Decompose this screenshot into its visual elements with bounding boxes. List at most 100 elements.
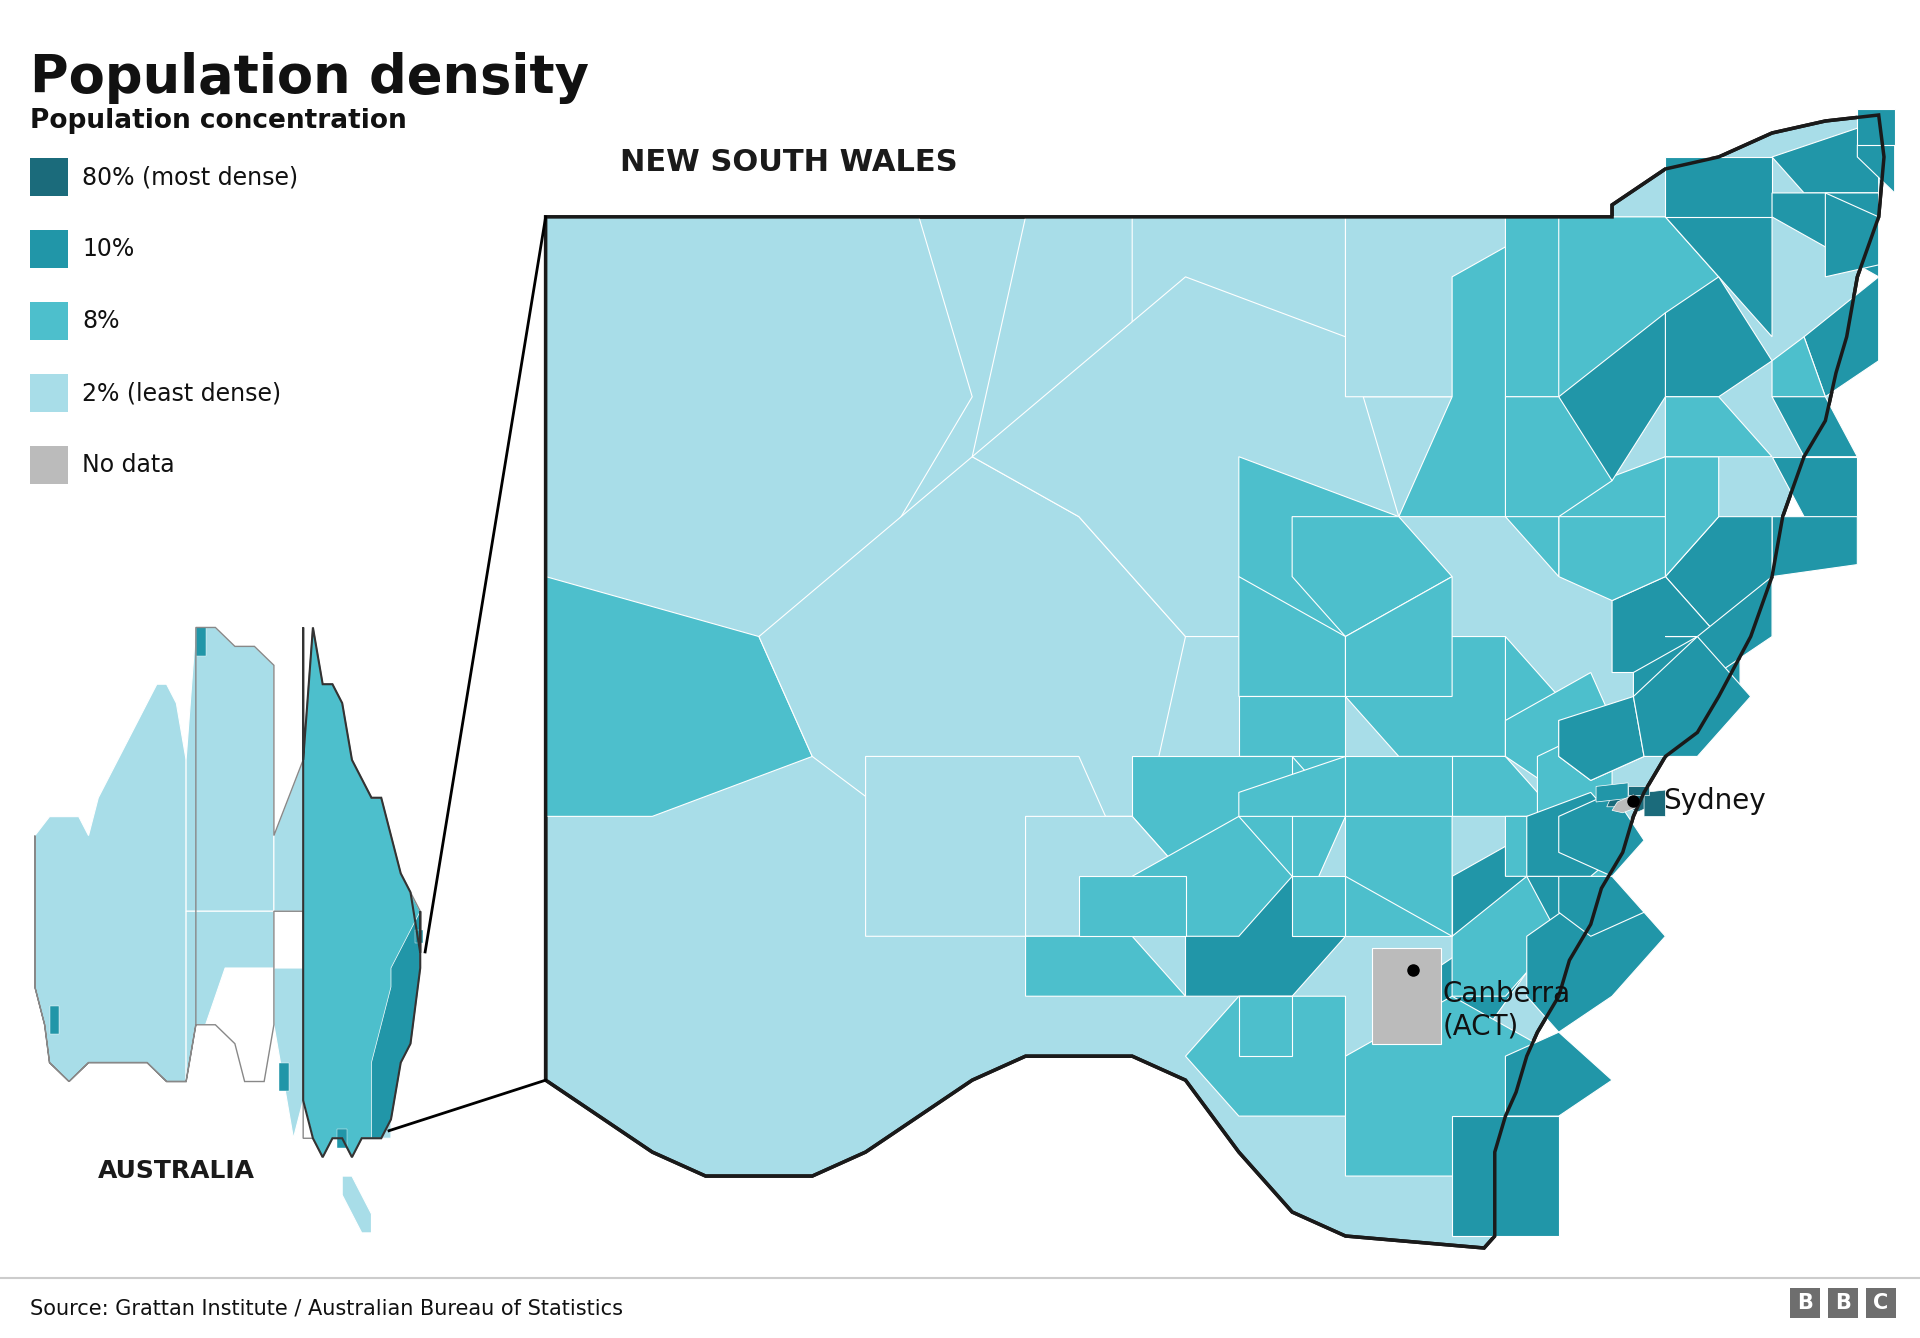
Polygon shape <box>1505 456 1665 577</box>
Polygon shape <box>1559 697 1644 780</box>
Polygon shape <box>1686 661 1740 697</box>
Polygon shape <box>1538 720 1613 816</box>
Polygon shape <box>1559 792 1644 876</box>
Text: Population concentration: Population concentration <box>31 108 407 134</box>
Polygon shape <box>1400 637 1559 756</box>
Text: AUSTRALIA: AUSTRALIA <box>98 1159 255 1183</box>
Text: No data: No data <box>83 454 175 478</box>
Polygon shape <box>1772 120 1878 193</box>
Polygon shape <box>1025 816 1185 937</box>
Polygon shape <box>1400 217 1559 516</box>
Polygon shape <box>1238 456 1400 637</box>
Polygon shape <box>1238 697 1346 756</box>
Polygon shape <box>1772 456 1857 516</box>
Polygon shape <box>1133 756 1346 937</box>
Polygon shape <box>1505 1032 1613 1116</box>
FancyBboxPatch shape <box>31 230 67 268</box>
Polygon shape <box>196 628 205 656</box>
Polygon shape <box>1607 795 1628 807</box>
Polygon shape <box>1133 217 1346 397</box>
Polygon shape <box>1526 792 1634 876</box>
Polygon shape <box>1346 816 1452 937</box>
FancyBboxPatch shape <box>1828 1288 1859 1318</box>
Polygon shape <box>1505 673 1613 792</box>
Text: Canberra
(ACT): Canberra (ACT) <box>1442 979 1571 1040</box>
Polygon shape <box>1373 949 1442 1044</box>
Polygon shape <box>1665 637 1718 673</box>
Polygon shape <box>1634 637 1718 720</box>
Polygon shape <box>1452 876 1559 997</box>
Text: C: C <box>1874 1293 1889 1313</box>
Polygon shape <box>1559 217 1718 397</box>
Text: B: B <box>1797 1293 1812 1313</box>
Polygon shape <box>1772 337 1826 397</box>
Polygon shape <box>545 217 972 637</box>
Polygon shape <box>1665 673 1751 720</box>
Polygon shape <box>1025 816 1185 937</box>
Polygon shape <box>1238 756 1346 816</box>
FancyBboxPatch shape <box>31 375 67 412</box>
Polygon shape <box>342 1176 371 1232</box>
Polygon shape <box>1185 997 1346 1116</box>
Polygon shape <box>1665 397 1772 456</box>
Text: Population density: Population density <box>31 52 589 104</box>
Polygon shape <box>1238 756 1346 816</box>
Polygon shape <box>1505 217 1665 397</box>
Polygon shape <box>186 911 303 1139</box>
Polygon shape <box>1346 217 1613 397</box>
Polygon shape <box>866 756 1133 937</box>
Polygon shape <box>1857 108 1895 145</box>
Polygon shape <box>1452 756 1559 816</box>
Polygon shape <box>1292 516 1452 637</box>
Text: 2% (least dense): 2% (least dense) <box>83 381 280 405</box>
Text: Sydney: Sydney <box>1663 787 1766 815</box>
Polygon shape <box>545 115 1884 1248</box>
Polygon shape <box>278 1062 288 1090</box>
Polygon shape <box>1772 516 1857 577</box>
Polygon shape <box>1079 876 1185 937</box>
FancyBboxPatch shape <box>31 302 67 340</box>
Polygon shape <box>371 911 420 1139</box>
Polygon shape <box>1596 783 1628 801</box>
Text: B: B <box>1836 1293 1851 1313</box>
FancyBboxPatch shape <box>1789 1288 1820 1318</box>
Polygon shape <box>1772 397 1857 456</box>
Polygon shape <box>1133 756 1292 876</box>
Polygon shape <box>1628 787 1649 795</box>
FancyBboxPatch shape <box>1866 1288 1895 1318</box>
Polygon shape <box>1346 577 1452 697</box>
Polygon shape <box>1559 313 1665 480</box>
Polygon shape <box>1238 217 1559 397</box>
Polygon shape <box>1857 145 1895 193</box>
Polygon shape <box>35 684 186 1081</box>
Polygon shape <box>1526 876 1665 1032</box>
Polygon shape <box>415 930 422 943</box>
Polygon shape <box>1613 456 1718 577</box>
Text: NEW SOUTH WALES: NEW SOUTH WALES <box>620 149 958 177</box>
Polygon shape <box>1238 577 1346 697</box>
Polygon shape <box>1665 516 1772 637</box>
Polygon shape <box>545 577 812 816</box>
FancyBboxPatch shape <box>31 446 67 484</box>
Polygon shape <box>1452 816 1613 937</box>
Polygon shape <box>1613 577 1718 673</box>
Polygon shape <box>1826 193 1878 277</box>
Polygon shape <box>50 1006 60 1034</box>
Text: 8%: 8% <box>83 309 119 333</box>
Polygon shape <box>1697 577 1772 673</box>
FancyBboxPatch shape <box>31 158 67 195</box>
Polygon shape <box>1559 456 1665 601</box>
Text: 80% (most dense): 80% (most dense) <box>83 165 298 189</box>
Polygon shape <box>1665 157 1772 217</box>
Polygon shape <box>338 1129 348 1148</box>
Text: Source: Grattan Institute / Australian Bureau of Statistics: Source: Grattan Institute / Australian B… <box>31 1298 622 1318</box>
Polygon shape <box>1805 277 1878 397</box>
Polygon shape <box>972 277 1400 637</box>
Polygon shape <box>972 217 1238 516</box>
Polygon shape <box>758 456 1185 876</box>
Polygon shape <box>275 628 420 987</box>
Polygon shape <box>1346 876 1452 937</box>
Polygon shape <box>1559 876 1644 937</box>
Polygon shape <box>1025 937 1185 997</box>
Polygon shape <box>1185 876 1346 997</box>
